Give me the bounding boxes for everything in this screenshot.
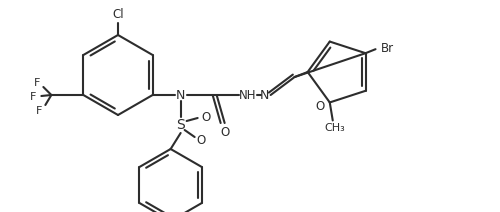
- Text: O: O: [315, 100, 324, 113]
- Text: N: N: [260, 88, 270, 102]
- Text: F: F: [30, 92, 36, 102]
- Text: S: S: [176, 118, 185, 132]
- Text: N: N: [176, 88, 186, 102]
- Text: O: O: [196, 134, 205, 148]
- Text: O: O: [201, 110, 210, 124]
- Text: F: F: [34, 78, 40, 88]
- Text: Br: Br: [381, 42, 394, 55]
- Text: NH: NH: [239, 88, 256, 102]
- Text: F: F: [36, 106, 43, 116]
- Text: Cl: Cl: [112, 8, 124, 21]
- Text: O: O: [220, 127, 230, 139]
- Text: CH₃: CH₃: [324, 123, 345, 133]
